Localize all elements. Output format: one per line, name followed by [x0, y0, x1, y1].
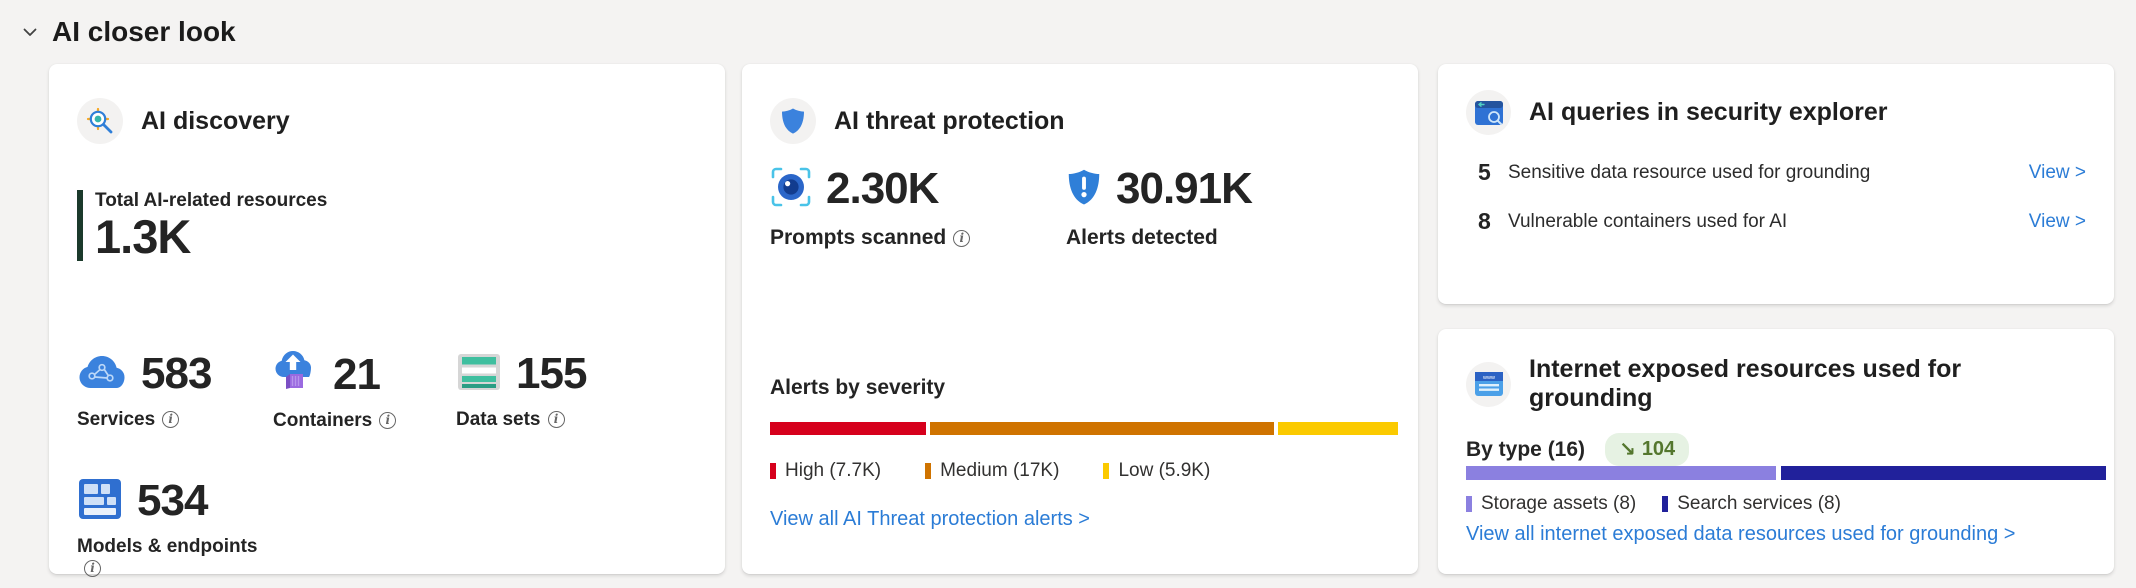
severity-bar-high — [770, 422, 927, 435]
view-link[interactable]: View > — [2028, 210, 2086, 232]
view-link[interactable]: View > — [2028, 161, 2086, 183]
by-type-legend: Storage assets (8) Search services (8) — [1466, 493, 1841, 515]
section-title: AI closer look — [52, 16, 236, 47]
alerts-detected-value: 30.91K — [1116, 164, 1253, 213]
datasets-stat: 155 Data sets — [456, 349, 697, 432]
trend-value: 104 — [1641, 438, 1676, 460]
models-endpoints-count: 534 — [137, 476, 208, 526]
models-endpoints-stat: 534 Models & endpoints — [77, 476, 273, 580]
card-title: AI discovery — [141, 106, 290, 135]
containers-stat: 21 Containers — [273, 349, 456, 432]
card-title: AI threat protection — [834, 106, 1065, 135]
card-title: Internet exposed resources used for grou… — [1529, 355, 1962, 412]
cloud-containers-icon — [273, 349, 319, 400]
alerts-severity-bar — [770, 422, 1398, 435]
info-icon[interactable] — [379, 412, 397, 430]
info-icon[interactable] — [547, 411, 565, 429]
ai-threat-protection-card: AI threat protection 2.30K — [742, 64, 1418, 574]
query-count: 8 — [1478, 208, 1491, 234]
alerts-detected-stat: 30.91K Alerts detected — [1066, 164, 1362, 250]
datasets-icon — [456, 352, 502, 397]
section-header: AI closer look — [18, 16, 236, 48]
containers-label: Containers — [273, 410, 456, 432]
legend-swatch-low — [1103, 463, 1110, 479]
ai-discovery-card: AI discovery Total AI-related resources … — [49, 64, 725, 578]
legend-medium: Medium (17K) — [925, 460, 1059, 482]
security-explorer-query-icon — [1466, 90, 1511, 135]
services-count: 583 — [141, 349, 212, 399]
trend-badge: ↘ 104 — [1605, 433, 1690, 466]
query-label: Sensitive data resource used for groundi… — [1508, 161, 1871, 183]
info-icon[interactable] — [953, 230, 971, 247]
card-title: AI queries in security explorer — [1529, 98, 1888, 126]
view-all-threat-alerts-link[interactable]: View all AI Threat protection alerts > — [770, 508, 1090, 530]
chevron-down-icon[interactable] — [18, 20, 42, 44]
datasets-label: Data sets — [456, 409, 697, 431]
legend-swatch-high — [770, 463, 776, 479]
by-type-bar — [1466, 466, 2106, 480]
svg-text:www: www — [1482, 375, 1495, 381]
prompts-scanned-value: 2.30K — [826, 164, 939, 213]
trend-arrow-icon: ↘ — [1619, 439, 1636, 461]
alert-shield-icon — [1066, 167, 1102, 212]
prompts-scanned-stat: 2.30K Prompts scanned — [770, 164, 1066, 250]
alerts-by-severity-label: Alerts by severity — [770, 376, 946, 399]
view-all-internet-exposed-link[interactable]: View all internet exposed data resources… — [1466, 523, 2016, 545]
cloud-services-icon — [77, 353, 127, 396]
legend-search-services: Search services (8) — [1662, 493, 1841, 515]
shield-icon — [770, 98, 816, 144]
prompts-scanned-label: Prompts scanned — [770, 226, 1066, 250]
query-row-sensitive-data: 5 Sensitive data resource used for groun… — [1466, 159, 2086, 186]
legend-swatch-storage — [1466, 496, 1472, 512]
legend-high: High (7.7K) — [770, 460, 881, 482]
severity-bar-medium — [930, 422, 1275, 435]
www-browser-icon: www — [1466, 361, 1511, 407]
models-endpoints-icon — [77, 477, 123, 526]
models-endpoints-label: Models & endpoints — [77, 536, 273, 580]
alerts-detected-label: Alerts detected — [1066, 226, 1218, 249]
bar-storage-assets — [1466, 466, 1776, 480]
internet-exposed-card: www Internet exposed resources used for … — [1438, 329, 2114, 574]
info-icon[interactable] — [162, 411, 180, 429]
services-label: Services — [77, 409, 273, 431]
datasets-count: 155 — [516, 349, 587, 399]
legend-swatch-medium — [925, 463, 932, 479]
prompt-scan-icon — [770, 166, 812, 213]
total-ai-resources: Total AI-related resources 1.3K — [77, 190, 697, 261]
query-label: Vulnerable containers used for AI — [1508, 210, 1788, 232]
ai-queries-card: AI queries in security explorer 5 Sensit… — [1438, 64, 2114, 304]
query-row-vulnerable-containers: 8 Vulnerable containers used for AI View… — [1466, 208, 2086, 235]
total-ai-resources-value: 1.3K — [95, 210, 191, 263]
total-ai-resources-label: Total AI-related resources — [95, 190, 328, 211]
legend-storage-assets: Storage assets (8) — [1466, 493, 1636, 515]
ai-discovery-icon — [77, 98, 123, 144]
bar-search-services — [1780, 466, 2106, 480]
query-count: 5 — [1478, 159, 1491, 185]
services-stat: 583 Services — [77, 349, 273, 432]
severity-legend: High (7.7K) Medium (17K) Low (5.9K) — [770, 460, 1210, 482]
by-type-label: By type (16) — [1466, 437, 1586, 461]
containers-count: 21 — [333, 349, 381, 399]
info-icon[interactable] — [84, 560, 101, 578]
legend-low: Low (5.9K) — [1103, 460, 1210, 482]
legend-swatch-search — [1662, 496, 1669, 512]
severity-bar-low — [1278, 422, 1398, 435]
